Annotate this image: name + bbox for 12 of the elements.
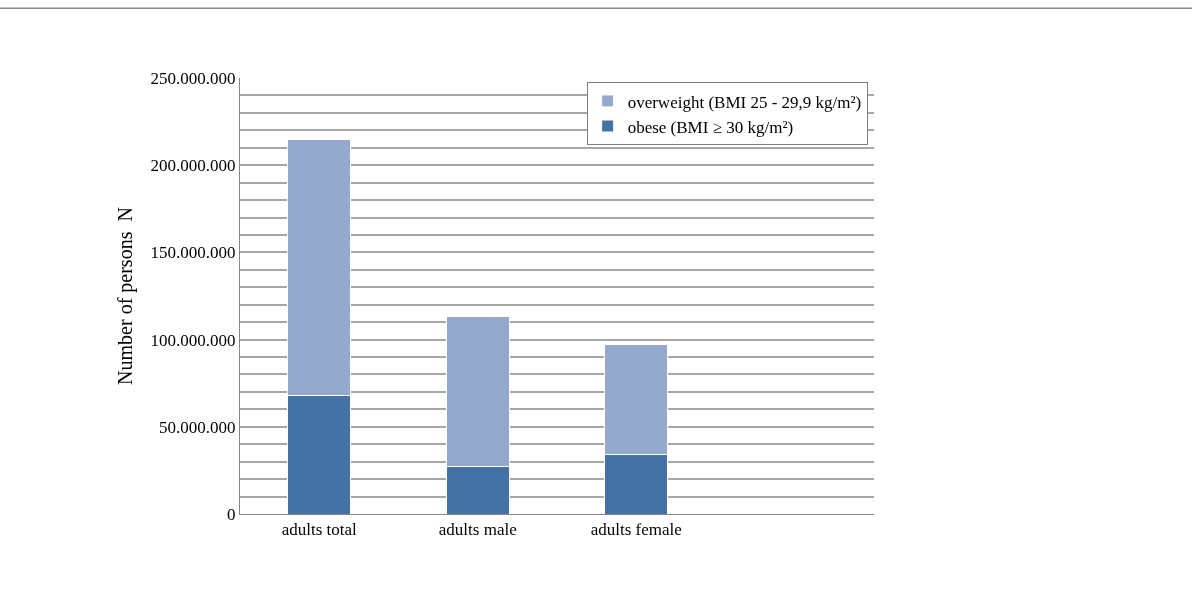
legend-label: obese (BMI ≥ 30 kg/m²) [627, 117, 794, 137]
y-axis-title: Number of persons N [114, 207, 138, 385]
y-tick-label: 200.000.000 [150, 156, 236, 176]
x-tick-label: adults total [281, 520, 358, 540]
y-tick-label: 100.000.000 [150, 330, 236, 350]
legend-label: overweight (BMI 25 - 29,9 kg/m²) [627, 92, 862, 112]
y-tick-label: 150.000.000 [150, 243, 236, 263]
x-tick-label: adults male [438, 520, 517, 540]
y-tick-label: 50.000.000 [159, 417, 236, 437]
y-tick-label: 0 [227, 504, 236, 524]
y-tick-label: 250.000.000 [150, 68, 236, 88]
x-tick-label: adults female [590, 520, 682, 540]
